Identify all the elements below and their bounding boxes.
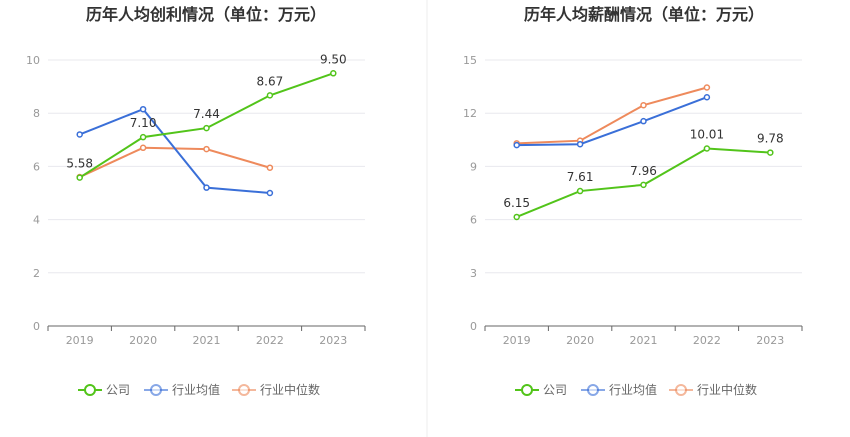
chart1-data-label: 7.10 [130,116,157,130]
chart2-x-tick-label: 2020 [566,334,594,347]
chart1-company-point [139,133,147,141]
chart2-industry-median-line [516,86,708,145]
chart2-y-tick-label: 3 [470,267,477,280]
chart1-y-tick-label: 4 [33,214,40,227]
chart2-company-point [576,187,584,195]
chart2-legend-company-label: 公司 [543,383,567,397]
chart2-y-tick-label: 6 [470,214,477,227]
chart2-x-tick-label: 2023 [756,334,784,347]
chart1-y-tick-label: 10 [26,54,40,67]
chart2-industry-avg-point [703,93,711,101]
chart1-company-point [330,70,337,77]
chart1-industry-avg-line [79,108,270,194]
chart1-industry-median-point [203,145,210,153]
chart2-legend-industry-avg-label: 行业均值 [609,382,657,397]
chart2-data-label: 6.15 [503,196,530,210]
chart1-data-label: 5.58 [66,157,93,171]
chart1-legend-industry-avg-label: 行业均值 [172,382,220,397]
chart1-x-tick-label: 2020 [129,334,157,347]
chart1-x-tick-label: 2021 [193,334,221,347]
chart1-legend-industry-avg-marker [150,384,162,396]
chart1-y-tick-label: 8 [33,107,40,120]
chart2-y-tick-label: 12 [463,107,477,120]
chart1-x-tick-label: 2023 [319,334,347,347]
chart1-y-tick-label: 2 [33,267,40,280]
chart2-x-tick-label: 2019 [503,334,531,347]
chart2-industry-avg-point [513,141,520,149]
chart2-data-label: 10.01 [690,127,724,141]
chart2-y-tick-label: 15 [463,54,477,67]
chart1-company-point [203,124,210,132]
chart1-legend-industry-median-label: 行业中位数 [260,382,320,397]
chart1-industry-median-point [139,144,147,152]
chart2-industry-avg-point [640,117,647,125]
chart1-y-tick-label: 0 [33,320,40,333]
chart2-x-tick-label: 2022 [693,334,721,347]
chart2-company-point [767,149,774,156]
chart2-legend-industry-median-label: 行业中位数 [697,382,757,397]
chart2-company-point [640,181,647,189]
chart1-industry-avg-point [139,105,147,113]
chart1-data-label: 8.67 [257,74,284,88]
chart2-company-point [703,145,711,152]
chart2-company-point [513,213,520,221]
chart1-x-tick-label: 2019 [66,334,94,347]
chart1-data-label: 9.50 [320,52,347,66]
chart1-legend-company-label: 公司 [106,383,130,397]
chart1-x-tick-label: 2022 [256,334,284,347]
chart1-industry-avg-point [203,184,210,191]
chart2-y-tick-label: 0 [470,320,477,333]
chart1-industry-avg-point [266,189,274,197]
chart2-legend-industry-avg-marker [587,384,599,396]
chart1-data-label: 7.44 [193,107,220,121]
chart2-industry-avg-line [516,96,708,147]
chart1-industry-avg-point [76,131,83,138]
chart1-legend-company-marker [84,384,96,396]
chart2-industry-avg-point [576,140,584,148]
chart2-industry-median-point [640,101,647,109]
chart2-data-label: 9.78 [757,132,784,146]
chart2-data-label: 7.61 [567,170,594,184]
chart2-data-label: 7.96 [630,164,657,178]
chart2-title: 历年人均薪酬情况（单位：万元） [524,5,764,24]
chart2-x-tick-label: 2021 [630,334,658,347]
chart2-legend-company-marker [521,384,533,396]
chart1-legend-industry-median-marker [238,384,250,396]
chart2-industry-median-point [703,84,711,91]
chart1-company-point [76,174,83,181]
chart1-y-tick-label: 6 [33,160,40,173]
chart1-industry-median-point [266,164,274,171]
chart1-industry-median-line [79,146,271,178]
chart1-title: 历年人均创利情况（单位：万元） [86,5,326,24]
chart2-y-tick-label: 9 [470,160,477,173]
chart2-legend-industry-median-marker [675,384,687,396]
chart1-company-point [266,92,274,99]
